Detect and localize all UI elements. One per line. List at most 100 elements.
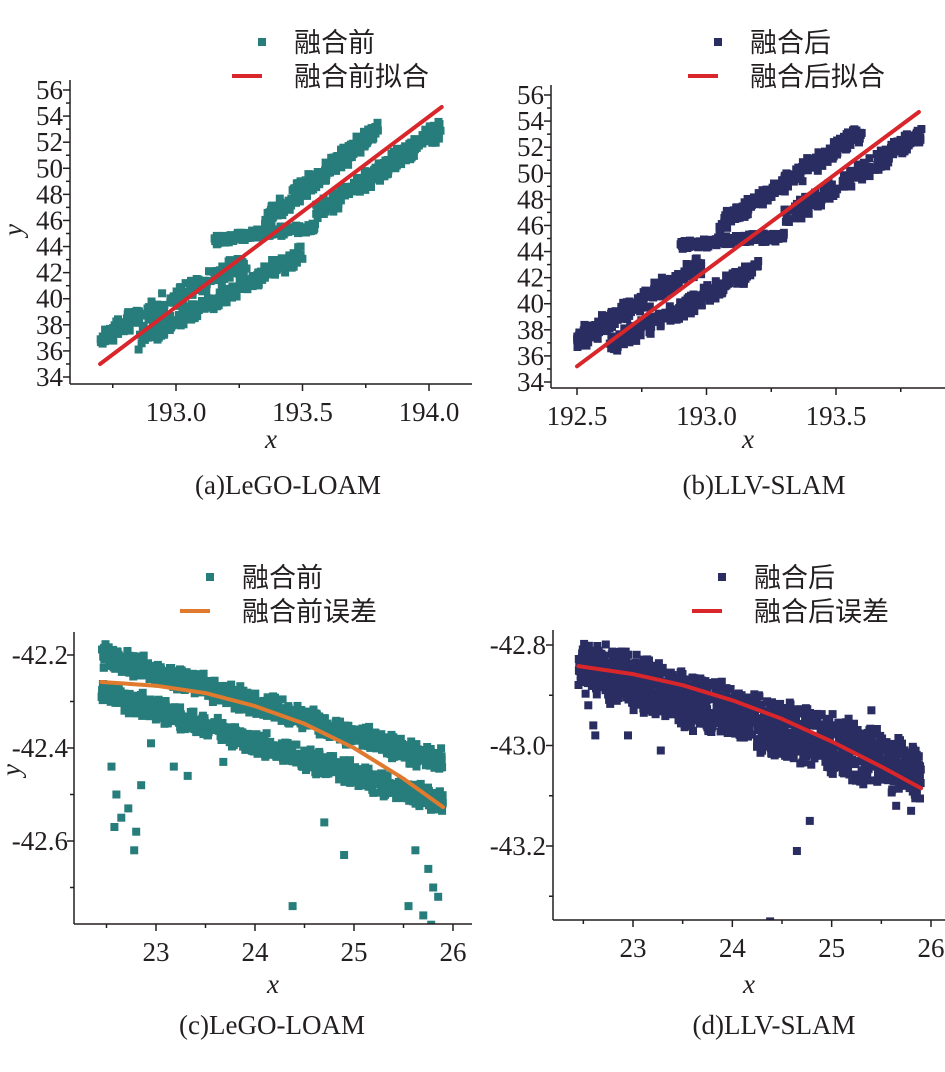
scatter-point xyxy=(722,271,731,280)
scatter-point xyxy=(347,737,356,746)
scatter-point xyxy=(100,643,109,652)
data-layer xyxy=(574,639,925,920)
scatter-point xyxy=(161,697,170,705)
scatter-point xyxy=(156,306,165,315)
scatter-point xyxy=(302,758,311,766)
x-axis-title: x xyxy=(741,424,754,454)
scatter-point xyxy=(303,191,311,200)
scatter-point xyxy=(227,680,236,689)
scatter-point xyxy=(132,827,141,836)
scatter-point xyxy=(712,716,721,725)
scatter-point xyxy=(249,274,258,283)
scatter-point xyxy=(99,663,108,672)
scatter-point xyxy=(213,267,222,275)
scatter-point xyxy=(381,161,390,170)
scatter-point xyxy=(194,275,203,284)
scatter-point xyxy=(420,750,429,759)
scatter-point xyxy=(219,722,228,731)
scatter-point xyxy=(219,231,228,240)
scatter-point xyxy=(833,138,842,147)
scatter-point xyxy=(139,321,148,330)
scatter-point xyxy=(785,698,794,707)
scatter-point xyxy=(438,763,447,772)
scatter-point xyxy=(134,345,143,354)
scatter-point xyxy=(192,311,201,319)
scatter-point xyxy=(714,233,723,242)
scatter-point xyxy=(624,691,633,700)
scatter-point xyxy=(723,236,732,245)
scatter-point xyxy=(753,195,762,204)
scatter-point xyxy=(397,160,406,169)
scatter-point xyxy=(910,770,918,779)
scatter-point xyxy=(210,693,219,702)
scatter-point xyxy=(215,696,224,705)
scatter-point xyxy=(248,282,257,291)
scatter-point xyxy=(232,737,241,746)
scatter-point xyxy=(718,711,727,720)
fit-line xyxy=(98,105,444,366)
scatter-point xyxy=(281,268,290,277)
scatter-point xyxy=(831,189,840,198)
scatter-point xyxy=(853,160,862,169)
scatter-point xyxy=(259,710,268,719)
scatter-point xyxy=(211,726,220,735)
legend-marker-icon xyxy=(714,38,722,46)
scatter-point xyxy=(152,305,161,314)
scatter-point xyxy=(281,755,290,764)
scatter-point xyxy=(772,748,781,757)
scatter-point xyxy=(331,764,340,773)
scatter-point xyxy=(832,184,841,193)
scatter-point xyxy=(429,789,438,798)
scatter-point xyxy=(199,669,208,678)
scatter-point xyxy=(748,730,757,739)
scatter-point xyxy=(360,127,368,136)
scatter-point xyxy=(601,640,610,649)
scatter-point xyxy=(292,758,301,767)
scatter-point xyxy=(123,706,132,715)
x-tick-label: 193.0 xyxy=(146,397,207,427)
scatter-point xyxy=(340,851,349,859)
scatter-point xyxy=(282,749,291,757)
scatter-point xyxy=(175,284,184,293)
scatter-point xyxy=(379,166,388,175)
scatter-point xyxy=(415,793,424,802)
y-tick-label: 56 xyxy=(36,75,63,105)
scatter-point xyxy=(208,301,217,310)
scatter-point xyxy=(348,141,357,150)
scatter-point xyxy=(678,274,687,283)
scatter-point xyxy=(143,659,152,668)
scatter-point xyxy=(277,231,286,240)
scatter-point xyxy=(753,742,761,751)
scatter-point xyxy=(738,715,747,724)
scatter-point xyxy=(342,151,350,160)
scatter-point xyxy=(432,749,441,757)
scatter-point xyxy=(817,154,826,163)
scatter-point xyxy=(425,122,434,131)
legend-label: 融合前 xyxy=(294,28,375,59)
scatter-point xyxy=(123,647,132,655)
scatter-point xyxy=(147,297,156,306)
scatter-point xyxy=(785,740,794,749)
scatter-point xyxy=(100,334,108,343)
scatter-point xyxy=(803,154,812,163)
scatter-point xyxy=(792,165,801,174)
scatter-point xyxy=(427,748,435,757)
scatter-point xyxy=(364,125,373,134)
scatter-point xyxy=(125,321,134,329)
scatter-point xyxy=(163,667,172,676)
scatter-point xyxy=(847,182,856,191)
scatter-point xyxy=(674,308,682,317)
scatter-point xyxy=(165,703,174,712)
scatter-point xyxy=(824,752,833,761)
scatter-point xyxy=(153,300,162,309)
scatter-point xyxy=(228,693,237,702)
scatter-point xyxy=(286,755,295,764)
scatter-point xyxy=(803,715,812,724)
scatter-point xyxy=(298,751,307,760)
scatter-point xyxy=(434,892,443,901)
scatter-point xyxy=(347,153,356,162)
scatter-point xyxy=(910,137,919,146)
scatter-point xyxy=(844,128,852,137)
scatter-point xyxy=(106,697,115,706)
